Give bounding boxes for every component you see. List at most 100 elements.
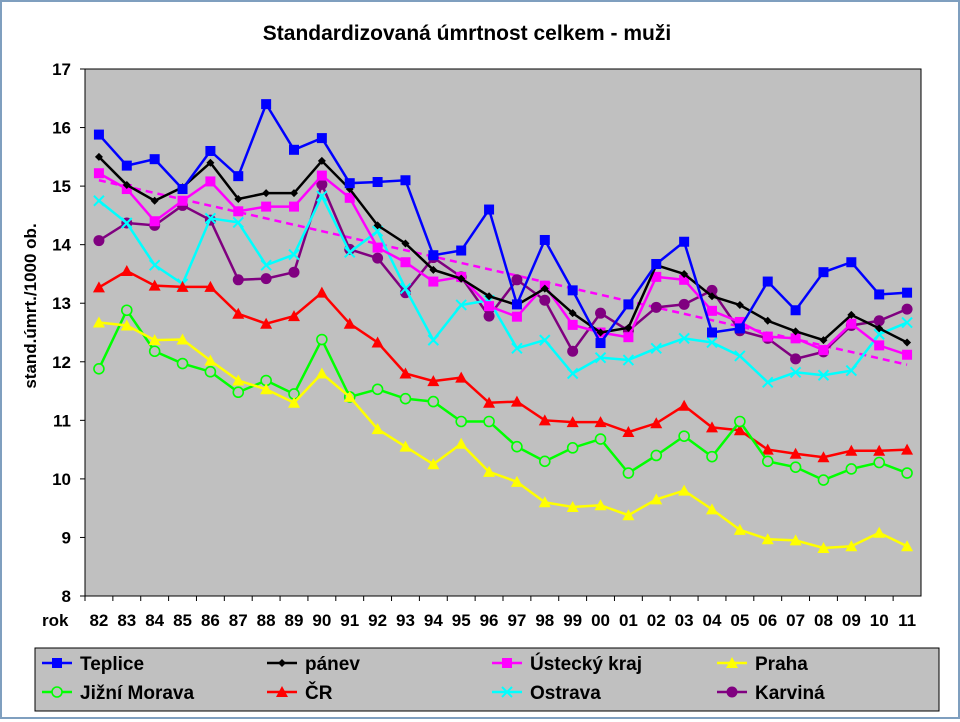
legend-marker-jizni-morava bbox=[51, 686, 63, 698]
data-point-teplice bbox=[316, 133, 327, 144]
data-point-ustecky-kraj bbox=[762, 331, 773, 342]
series-line-karvina bbox=[98, 180, 908, 361]
data-point-jizni-morava bbox=[93, 363, 105, 375]
data-point-cr bbox=[789, 447, 802, 459]
data-point-ustecky-kraj bbox=[177, 195, 188, 206]
data-point-panev bbox=[875, 324, 884, 333]
data-point-panev bbox=[903, 338, 912, 347]
data-point-cr bbox=[761, 443, 774, 455]
y-axis-label: stand.úmrt./1000 ob. bbox=[21, 223, 40, 388]
data-point-jizni-morava bbox=[901, 467, 913, 479]
data-point-ustecky-kraj bbox=[846, 318, 857, 329]
data-point-panev bbox=[540, 284, 549, 293]
x-tick-label: 98 bbox=[535, 611, 554, 630]
series-line-ostrava bbox=[98, 193, 908, 384]
data-point-teplice bbox=[651, 258, 662, 269]
data-point-jizni-morava bbox=[678, 430, 690, 442]
data-point-ustecky-kraj bbox=[511, 311, 522, 322]
data-point-panev bbox=[457, 274, 466, 283]
chart-title: Standardizovaná úmrtnost celkem - muži bbox=[263, 22, 671, 45]
data-point-cr bbox=[260, 317, 273, 329]
x-tick-label: 95 bbox=[452, 611, 471, 630]
data-point-praha bbox=[427, 458, 440, 470]
data-point-praha bbox=[260, 383, 273, 395]
x-tick-label: 05 bbox=[730, 611, 749, 630]
y-tick-label: 14 bbox=[52, 236, 71, 255]
data-point-panev bbox=[596, 328, 605, 337]
data-point-praha bbox=[901, 540, 914, 552]
data-point-teplice bbox=[93, 129, 104, 140]
data-point-jizni-morava bbox=[817, 474, 830, 486]
data-point-ustecky-kraj bbox=[623, 332, 634, 343]
data-point-panev bbox=[624, 323, 633, 332]
data-point-praha bbox=[371, 423, 384, 435]
data-point-panev bbox=[763, 316, 772, 325]
data-point-teplice bbox=[790, 305, 801, 316]
data-point-ostrava bbox=[817, 369, 830, 381]
y-tick-label: 9 bbox=[62, 528, 71, 547]
data-point-ostrava bbox=[650, 342, 662, 355]
data-point-ostrava bbox=[901, 316, 913, 329]
data-point-cr bbox=[371, 336, 384, 348]
data-point-ustecky-kraj bbox=[372, 242, 383, 253]
data-point-jizni-morava bbox=[622, 467, 635, 479]
data-point-ustecky-kraj bbox=[734, 316, 745, 327]
data-point-teplice bbox=[874, 289, 885, 300]
data-point-ustecky-kraj bbox=[149, 216, 160, 227]
legend-marker-praha bbox=[726, 657, 738, 668]
x-tick-label: 86 bbox=[201, 611, 220, 630]
data-point-ostrava bbox=[566, 367, 579, 380]
legend-label-panev: pánev bbox=[305, 654, 360, 675]
data-point-jizni-morava bbox=[734, 415, 746, 428]
data-point-karvina bbox=[483, 310, 495, 322]
data-point-teplice bbox=[734, 323, 745, 334]
data-point-jizni-morava bbox=[399, 392, 412, 405]
data-point-ostrava bbox=[121, 217, 133, 229]
data-point-ustecky-kraj bbox=[874, 340, 885, 351]
legend-label-jizni-morava: Jižní Morava bbox=[80, 683, 194, 704]
legend-label-cr: ČR bbox=[305, 682, 333, 704]
data-point-praha bbox=[817, 541, 830, 553]
data-point-karvina bbox=[511, 274, 523, 286]
y-tick-label: 17 bbox=[52, 60, 71, 79]
data-point-jizni-morava bbox=[789, 461, 802, 473]
x-tick-label: 93 bbox=[396, 611, 415, 630]
data-point-ostrava bbox=[455, 299, 467, 311]
legend-marker-ustecky-kraj bbox=[502, 658, 512, 668]
x-tick-label: 92 bbox=[368, 611, 387, 630]
data-point-teplice bbox=[372, 177, 383, 188]
legend-label-ostrava: Ostrava bbox=[530, 683, 601, 704]
data-point-cr bbox=[901, 443, 914, 455]
data-point-ostrava bbox=[93, 195, 105, 207]
data-point-panev bbox=[234, 194, 243, 203]
x-tick-label: 85 bbox=[173, 611, 192, 630]
y-tick-label: 13 bbox=[52, 294, 71, 313]
data-point-ostrava bbox=[148, 259, 161, 271]
data-point-panev bbox=[708, 292, 716, 301]
data-point-ustecky-kraj bbox=[428, 276, 439, 287]
data-point-praha bbox=[232, 374, 245, 386]
plot-area bbox=[84, 68, 922, 597]
y-tick-label: 15 bbox=[52, 177, 71, 196]
y-tick-label: 16 bbox=[52, 119, 71, 138]
data-point-teplice bbox=[818, 267, 829, 278]
series-line-panev bbox=[98, 155, 908, 344]
data-point-praha bbox=[483, 465, 496, 477]
data-point-praha bbox=[315, 367, 328, 379]
data-point-ostrava bbox=[288, 248, 300, 261]
data-point-teplice bbox=[400, 175, 411, 186]
data-point-ustecky-kraj bbox=[902, 349, 913, 360]
data-point-jizni-morava bbox=[148, 345, 161, 358]
data-point-karvina bbox=[93, 235, 105, 247]
data-point-panev bbox=[680, 269, 689, 278]
x-tick-label: 84 bbox=[145, 611, 164, 630]
data-point-praha bbox=[288, 396, 300, 408]
legend-label-karvina: Karviná bbox=[755, 683, 825, 704]
data-point-karvina bbox=[650, 301, 662, 313]
data-point-praha bbox=[92, 316, 105, 328]
data-point-cr bbox=[288, 310, 300, 322]
data-point-ostrava bbox=[789, 366, 802, 379]
data-point-ustecky-kraj bbox=[233, 206, 244, 217]
data-point-ostrava bbox=[427, 334, 440, 346]
data-point-jizni-morava bbox=[566, 442, 579, 454]
